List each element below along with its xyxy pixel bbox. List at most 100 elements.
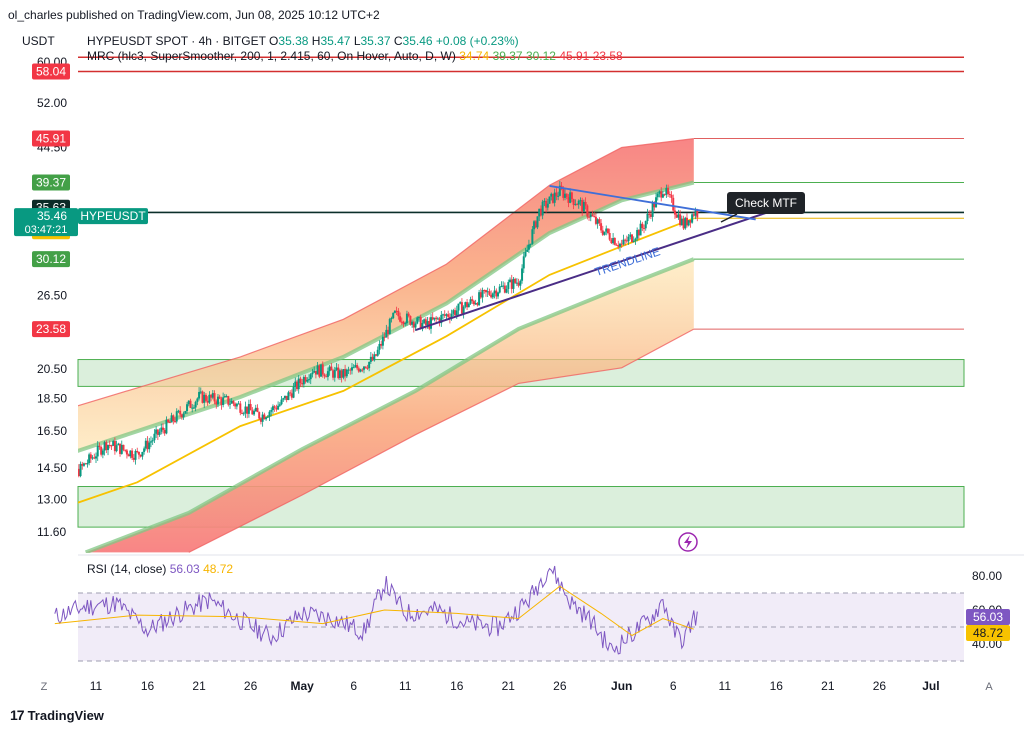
candle <box>314 370 317 379</box>
legend-mrc-value: 39.37 <box>493 49 526 63</box>
x-tick-label: Jul <box>922 679 939 693</box>
candle <box>216 393 219 408</box>
candle-body <box>460 302 463 314</box>
candle-body <box>483 290 486 292</box>
candle <box>517 278 520 288</box>
x-tick-label: 11 <box>90 679 103 693</box>
legend-o-value: 35.38 <box>278 34 311 48</box>
candle-body <box>71 480 73 490</box>
candle-body <box>404 323 407 325</box>
candle <box>685 213 688 228</box>
candle <box>289 390 292 397</box>
resistance-line[interactable] <box>549 185 756 221</box>
candle-body <box>330 366 333 371</box>
candle <box>452 308 455 317</box>
candle-body <box>612 238 615 244</box>
candle-body <box>545 200 548 208</box>
candle <box>357 366 360 373</box>
trendline[interactable] <box>415 211 767 332</box>
candle <box>354 360 357 368</box>
x-tick-label: 16 <box>450 679 464 693</box>
lightning-event-icon[interactable] <box>678 532 698 552</box>
legend-mrc[interactable]: MRC (hlc3, SuperSmoother, 200, 1, 2.415,… <box>87 49 623 63</box>
candle <box>570 191 573 203</box>
candle-body <box>230 400 233 404</box>
candle-body <box>335 367 338 370</box>
candle <box>137 451 140 460</box>
candle <box>576 203 579 206</box>
candle-body <box>567 197 570 203</box>
candle-body <box>189 400 192 408</box>
candle-body <box>203 394 206 403</box>
candle <box>88 452 91 466</box>
candle-body <box>505 288 508 293</box>
candle-body <box>440 314 443 324</box>
candle <box>294 377 297 392</box>
candle-body <box>278 404 281 406</box>
mrc-mean-line <box>78 217 695 504</box>
candle-body <box>644 221 647 229</box>
candle-body <box>691 214 694 223</box>
candle <box>73 470 75 481</box>
candle-body <box>273 406 276 408</box>
candle <box>577 199 580 209</box>
legend-l-label: L <box>354 34 361 48</box>
candle-body <box>149 441 152 443</box>
candle-body <box>265 417 268 420</box>
candle-body <box>186 404 189 412</box>
candle-body <box>201 391 204 403</box>
candle <box>545 197 548 213</box>
candle-body <box>81 463 84 466</box>
candle-body <box>622 239 625 245</box>
candle-body <box>679 214 682 226</box>
candle-body <box>270 410 273 412</box>
candle-body <box>551 193 554 203</box>
candle <box>687 220 690 227</box>
callout-check-mtf[interactable]: Check MTF <box>720 192 805 223</box>
candle-body <box>287 392 290 401</box>
candle <box>344 364 347 382</box>
candle <box>608 228 611 242</box>
candle <box>141 451 144 460</box>
candle <box>285 395 288 403</box>
corner-right-label[interactable]: A <box>985 681 993 693</box>
candle-body <box>490 294 493 298</box>
candle-body <box>526 249 529 252</box>
candle-body <box>617 245 620 247</box>
candle-body <box>325 376 328 378</box>
candle-body <box>237 403 240 405</box>
candle-body <box>59 512 61 521</box>
legend-rsi[interactable]: RSI (14, close) 56.03 48.72 <box>87 562 233 576</box>
candle-body <box>546 203 549 208</box>
candle <box>136 447 139 454</box>
candle-body <box>672 197 675 211</box>
candle-body <box>112 440 115 446</box>
candle <box>363 366 365 374</box>
candle <box>105 440 108 454</box>
corner-left-label[interactable]: Z <box>41 681 48 693</box>
candle-body <box>399 316 402 322</box>
legend: HYPEUSDT SPOT · 4h · BITGET O35.38 H35.4… <box>87 34 623 576</box>
candle <box>318 364 321 379</box>
candle-body <box>371 356 374 361</box>
candle-body <box>328 366 331 372</box>
candle <box>153 429 156 444</box>
candle-body <box>591 214 594 217</box>
legend-main[interactable]: HYPEUSDT SPOT · 4h · BITGET O35.38 H35.4… <box>87 34 519 48</box>
candle-body <box>407 313 410 316</box>
candle-body <box>168 422 171 424</box>
candle-body <box>289 392 292 394</box>
candle-body <box>349 369 352 371</box>
tradingview-logo[interactable]: 17 TradingView <box>10 707 104 723</box>
candle <box>656 191 659 201</box>
rsi-ma-line <box>54 585 694 637</box>
candle-body <box>101 450 104 455</box>
candle-body <box>625 240 628 242</box>
candle <box>658 190 661 198</box>
candle <box>89 452 92 463</box>
candle-body <box>531 229 534 244</box>
candle-body <box>125 450 128 455</box>
candle <box>139 454 142 458</box>
candle-body <box>167 419 170 423</box>
